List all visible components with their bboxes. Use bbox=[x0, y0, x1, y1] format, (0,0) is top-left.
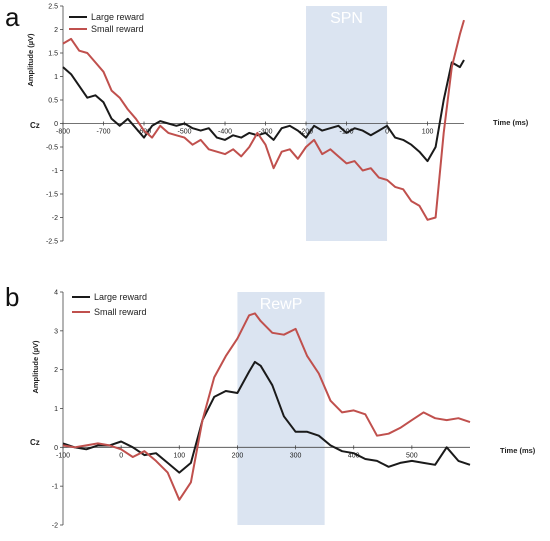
legend-b: Large reward Small reward bbox=[72, 292, 147, 317]
x-tick-label: -200 bbox=[299, 129, 313, 136]
channel-label-b: Cz bbox=[30, 438, 40, 447]
x-tick-label: 100 bbox=[173, 452, 185, 459]
x-ticks-b: -100 0 100 200 300 400 500 bbox=[56, 445, 418, 459]
series-small-reward-b bbox=[62, 312, 471, 501]
y-tick-label: 0 bbox=[54, 445, 58, 452]
panel-label-a: a bbox=[5, 2, 20, 32]
x-tick-label: 300 bbox=[290, 452, 302, 459]
series-large-reward-b bbox=[62, 360, 471, 474]
x-tick-label: -500 bbox=[178, 129, 192, 136]
y-tick-label: 2.5 bbox=[48, 4, 58, 11]
panel-label-b: b bbox=[5, 282, 19, 312]
y-tick-label: 2 bbox=[54, 367, 58, 374]
y-tick-label: 1 bbox=[54, 406, 58, 413]
panel-a: a SPN 2.5 2 1.5 1 0.5 0 -0.5 -1 -1.5 -2 -2.5 -800 -… bbox=[5, 2, 529, 246]
x-tick-label: 0 bbox=[119, 452, 123, 459]
legend-a: Large reward Small reward bbox=[69, 12, 144, 34]
x-tick-label: -100 bbox=[56, 452, 70, 459]
y-tick-label: -1 bbox=[52, 484, 58, 491]
x-axis-label-a: Time (ms) bbox=[493, 118, 529, 127]
y-tick-label: -2.5 bbox=[46, 239, 58, 246]
y-axis-label-b: Amplitude (µV) bbox=[31, 340, 40, 394]
y-tick-label: 2 bbox=[54, 27, 58, 34]
channel-label-a: Cz bbox=[30, 121, 40, 130]
y-axis-label-a: Amplitude (µV) bbox=[26, 33, 35, 87]
x-tick-label: -700 bbox=[96, 129, 110, 136]
y-ticks-b: 4 3 2 1 0 -1 -2 bbox=[52, 290, 63, 530]
legend-small-a: Small reward bbox=[91, 24, 144, 34]
x-tick-label: -400 bbox=[218, 129, 232, 136]
legend-large-b: Large reward bbox=[94, 292, 147, 302]
series-small-reward-a bbox=[62, 19, 465, 221]
y-tick-label: 0 bbox=[54, 121, 58, 128]
x-tick-label: 100 bbox=[422, 129, 434, 136]
y-tick-label: 4 bbox=[54, 290, 58, 297]
y-ticks-a: 2.5 2 1.5 1 0.5 0 -0.5 -1 -1.5 -2 -2.5 bbox=[46, 4, 63, 246]
spn-window-label: SPN bbox=[330, 10, 363, 27]
x-tick-label: 500 bbox=[406, 452, 418, 459]
y-tick-label: -2 bbox=[52, 215, 58, 222]
y-tick-label: -1.5 bbox=[46, 192, 58, 199]
series-large-reward-a bbox=[62, 59, 465, 163]
x-axis-label-b: Time (ms) bbox=[500, 446, 536, 455]
x-tick-label: 400 bbox=[348, 452, 360, 459]
y-tick-label: 1.5 bbox=[48, 51, 58, 58]
y-tick-label: -2 bbox=[52, 523, 58, 530]
legend-large-a: Large reward bbox=[91, 12, 144, 22]
legend-small-b: Small reward bbox=[94, 307, 147, 317]
x-tick-label: 0 bbox=[385, 129, 389, 136]
x-tick-label: 200 bbox=[232, 452, 244, 459]
y-tick-label: -0.5 bbox=[46, 145, 58, 152]
y-tick-label: 0.5 bbox=[48, 98, 58, 105]
x-tick-label: -600 bbox=[137, 129, 151, 136]
y-tick-label: 1 bbox=[54, 74, 58, 81]
y-tick-label: 3 bbox=[54, 328, 58, 335]
x-tick-label: -800 bbox=[56, 129, 70, 136]
rewp-window-label: RewP bbox=[260, 296, 303, 313]
y-tick-label: -1 bbox=[52, 168, 58, 175]
